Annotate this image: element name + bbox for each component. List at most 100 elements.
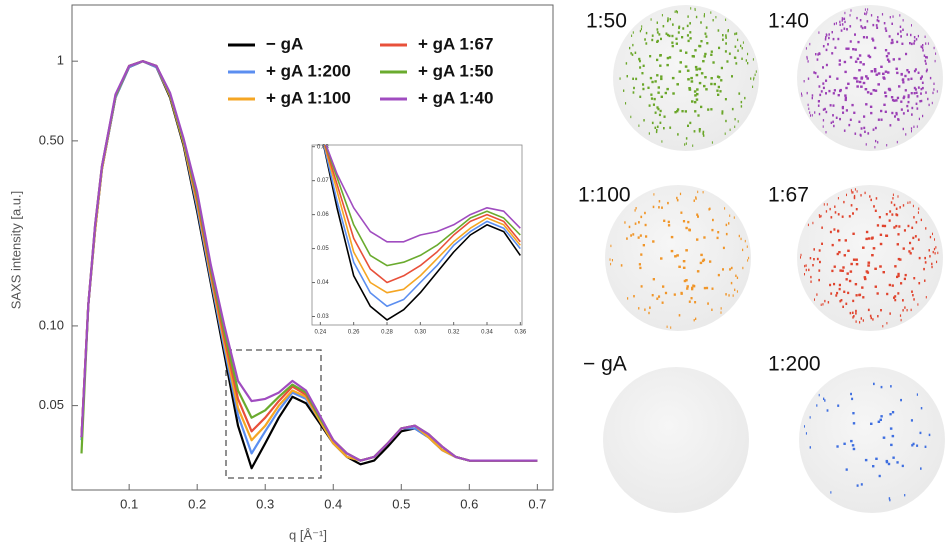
dot (878, 216, 881, 219)
dot (654, 80, 657, 83)
dot (712, 61, 715, 64)
dot (850, 9, 852, 12)
dot (695, 197, 697, 200)
dot (838, 239, 841, 242)
dot (668, 56, 672, 59)
dot (698, 67, 701, 71)
dot (672, 23, 674, 26)
dot (670, 249, 674, 253)
dot (894, 295, 897, 298)
dot (878, 474, 881, 478)
dot (920, 76, 923, 80)
dot (725, 18, 727, 21)
dot (876, 26, 879, 29)
dot (873, 382, 875, 386)
dot (822, 45, 825, 48)
dot (652, 205, 655, 209)
dot (920, 218, 922, 222)
dot (891, 213, 894, 216)
sphere (613, 5, 759, 151)
dot (862, 63, 865, 66)
dot (913, 92, 916, 95)
dot (856, 85, 859, 88)
dot (695, 73, 699, 77)
y-tick-label: 0.04 (317, 280, 329, 286)
dot (843, 60, 847, 64)
dot (865, 36, 868, 39)
dot (698, 130, 701, 133)
dot (845, 468, 848, 471)
dot (823, 397, 825, 400)
dot (729, 128, 731, 131)
dot (725, 232, 728, 236)
dot (932, 91, 934, 95)
x-tick-label: 0.28 (381, 330, 393, 336)
dot (821, 242, 823, 245)
dot (911, 24, 912, 27)
dot (928, 249, 930, 252)
dot (741, 47, 743, 50)
dot (844, 94, 847, 97)
dot (814, 71, 817, 75)
y-tick-label: 0.05 (39, 397, 64, 412)
y-tick-label: 0.07 (317, 178, 329, 184)
dot (707, 108, 710, 111)
dot (694, 94, 697, 97)
dot (820, 214, 822, 218)
dot (626, 237, 628, 240)
dot (639, 95, 642, 98)
dot (717, 231, 720, 234)
dot (712, 19, 714, 22)
dot (898, 85, 901, 88)
dot (836, 291, 839, 295)
dot (727, 29, 729, 32)
dot (911, 106, 914, 110)
dot (807, 103, 809, 107)
dot (651, 80, 654, 84)
dot (877, 16, 879, 19)
dot (919, 100, 921, 103)
dot (925, 62, 927, 65)
dot (931, 262, 933, 266)
dot (873, 70, 877, 73)
dot (873, 68, 877, 71)
dot (680, 211, 683, 214)
dot (822, 125, 824, 128)
dot (899, 14, 901, 17)
dot (806, 91, 808, 95)
dot (656, 129, 658, 132)
dot (830, 292, 833, 295)
dot (816, 257, 819, 261)
dot (866, 20, 869, 23)
dot (671, 76, 675, 80)
dot (840, 299, 843, 302)
dot (841, 106, 844, 110)
dot (870, 237, 874, 240)
dot (837, 94, 840, 97)
dot (810, 275, 812, 279)
dot (725, 293, 727, 296)
dot (662, 25, 665, 28)
dot (910, 92, 913, 95)
dot (927, 97, 929, 101)
dot (864, 458, 868, 462)
legend-label: + gA 1:200 (266, 61, 351, 80)
dot (854, 188, 856, 191)
dot (924, 35, 926, 38)
dot (883, 22, 886, 25)
dot (874, 209, 877, 212)
dot (877, 315, 879, 318)
x-tick-label: 0.2 (188, 496, 206, 511)
dot (705, 26, 708, 29)
dot (870, 111, 873, 115)
dot (845, 278, 848, 281)
dot (660, 257, 663, 260)
dot (901, 42, 904, 45)
dot (880, 109, 883, 113)
dot (904, 74, 907, 78)
dot (893, 99, 896, 102)
dot (890, 201, 893, 204)
legend-label: + gA 1:50 (418, 61, 493, 80)
dot (891, 111, 894, 115)
dot (892, 15, 894, 18)
